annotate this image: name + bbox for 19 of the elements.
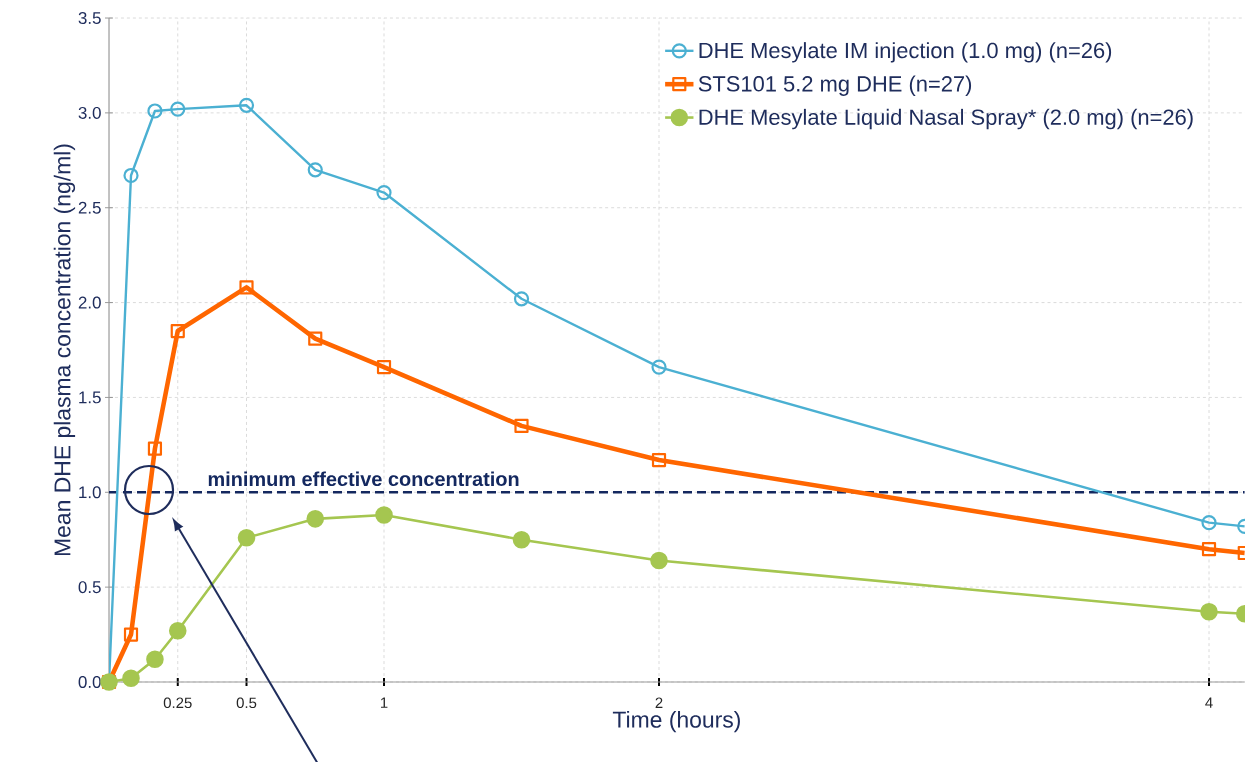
legend-label: STS101 5.2 mg DHE (n=27) bbox=[698, 75, 972, 96]
y-tick-label: 2.0 bbox=[78, 296, 101, 309]
y-tick-label: 3.0 bbox=[78, 106, 101, 119]
y-tick-label: 0.0 bbox=[78, 675, 101, 688]
y-tick-label: 2.5 bbox=[78, 201, 101, 214]
x-tick-label: 0.25 bbox=[163, 697, 192, 709]
legend-label: DHE Mesylate IM injection (1.0 mg) (n=26) bbox=[699, 42, 1112, 63]
y-axis-title: Mean DHE plasma concentration (ng/ml) bbox=[53, 144, 76, 556]
y-tick-label: 3.5 bbox=[78, 12, 101, 25]
ref-line-label: minimum effective concentration bbox=[208, 471, 519, 487]
x-tick-label: 1 bbox=[381, 697, 388, 708]
x-tick-label: 4 bbox=[1205, 697, 1213, 708]
y-tick-label: 0.5 bbox=[78, 581, 101, 594]
legend-label: DHE Mesylate Liquid Nasal Spray* (2.0 mg) (n=26) bbox=[699, 108, 1193, 130]
x-axis-title: Time (hours) bbox=[612, 710, 740, 733]
x-tick-label: 2 bbox=[655, 697, 663, 708]
y-tick-label: 1.5 bbox=[79, 391, 101, 404]
x-tick-label: 0.5 bbox=[236, 697, 257, 709]
y-tick-label: 1.0 bbox=[79, 486, 101, 499]
